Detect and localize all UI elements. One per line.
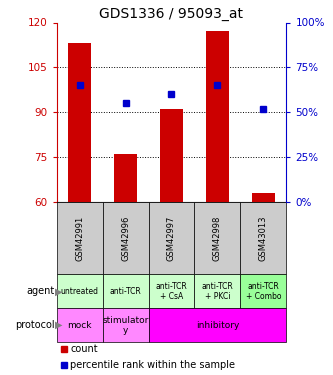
Text: mock: mock (67, 321, 92, 330)
Bar (252, 193, 275, 202)
Bar (114, 154, 137, 202)
Text: ▶: ▶ (56, 320, 63, 330)
Bar (194, 274, 240, 308)
Bar (57, 308, 103, 342)
Text: GSM42997: GSM42997 (167, 215, 176, 261)
Text: inhibitory: inhibitory (196, 321, 239, 330)
Bar (240, 274, 286, 308)
Text: stimulator
y: stimulator y (102, 315, 149, 335)
Text: anti-TCR
+ CsA: anti-TCR + CsA (156, 282, 187, 301)
Bar (57, 274, 103, 308)
Text: ▶: ▶ (56, 286, 63, 296)
Bar (194, 202, 240, 274)
Text: anti-TCR
+ Combo: anti-TCR + Combo (246, 282, 281, 301)
Text: protocol: protocol (15, 320, 54, 330)
Bar (68, 44, 91, 202)
Bar (149, 202, 194, 274)
Bar (103, 274, 149, 308)
Bar (103, 308, 149, 342)
Bar (149, 308, 286, 342)
Text: GSM42996: GSM42996 (121, 215, 130, 261)
Bar (103, 202, 149, 274)
Bar (57, 202, 103, 274)
Text: GSM42998: GSM42998 (213, 215, 222, 261)
Text: count: count (70, 345, 98, 354)
Text: agent: agent (26, 286, 54, 296)
Title: GDS1336 / 95093_at: GDS1336 / 95093_at (100, 8, 243, 21)
Text: untreated: untreated (61, 287, 99, 296)
Text: GSM42991: GSM42991 (75, 215, 84, 261)
Bar (149, 274, 194, 308)
Bar (206, 32, 229, 202)
Text: anti-TCR
+ PKCi: anti-TCR + PKCi (201, 282, 233, 301)
Text: percentile rank within the sample: percentile rank within the sample (70, 360, 235, 370)
Text: anti-TCR: anti-TCR (110, 287, 142, 296)
Text: GSM43013: GSM43013 (259, 215, 268, 261)
Bar (160, 109, 183, 202)
Bar (240, 202, 286, 274)
